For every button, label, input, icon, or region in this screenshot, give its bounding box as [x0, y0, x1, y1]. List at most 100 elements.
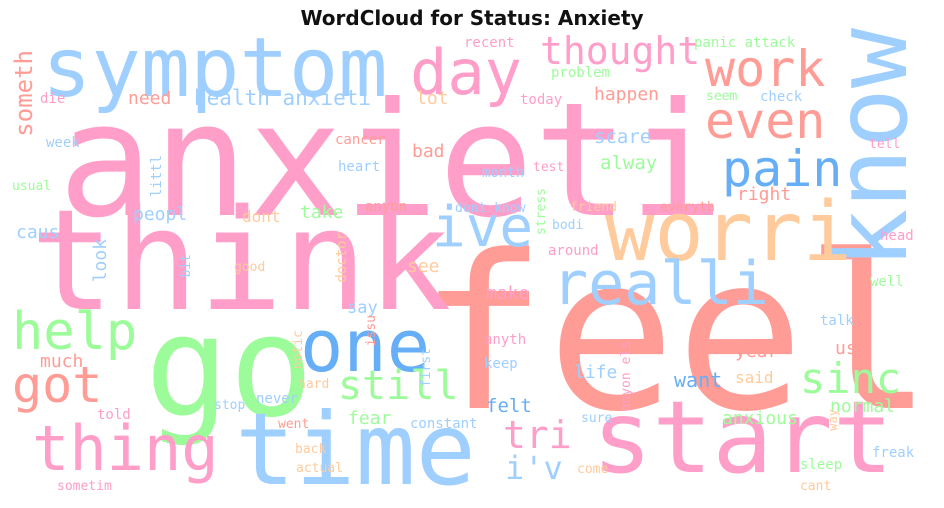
word-sometim: sometim [57, 479, 112, 494]
word-want: want [674, 368, 723, 392]
word-normal: normal [830, 396, 896, 417]
word-symptom: symptom [42, 21, 388, 116]
word-well: well [870, 274, 904, 290]
word-year: year [735, 341, 779, 362]
word-bit: bit [179, 254, 194, 278]
word-keep: keep [484, 356, 518, 372]
word-head: head [880, 228, 914, 244]
word-talk: talk [820, 313, 854, 329]
word-month: month [482, 165, 525, 181]
word-anyon: anyon [365, 199, 408, 215]
word-said: said [735, 368, 774, 387]
word-look: look [90, 239, 111, 283]
word-panic-attack: panic attack [694, 35, 796, 51]
word-good: good [234, 260, 266, 275]
word-went: went [278, 417, 310, 432]
word-sinc: sinc [800, 354, 902, 403]
word-stress: stress [534, 188, 549, 235]
word-health-anxieti: health anxieti [194, 86, 372, 110]
word-one: one [300, 304, 431, 388]
word-recent: recent [464, 35, 515, 51]
word-heart: heart [338, 159, 381, 175]
word-around: around [548, 243, 599, 259]
word-seem: seem [706, 89, 738, 104]
word-stop: stop [214, 398, 246, 413]
word-go: go [145, 286, 314, 449]
word-constant: constant [410, 416, 478, 432]
word-sure: sure [581, 411, 613, 426]
word-much: much [40, 351, 84, 372]
word-usual: usual [12, 179, 52, 194]
word-time: time [235, 391, 476, 508]
word-day: day [410, 36, 522, 109]
word-actual: actual [296, 461, 343, 476]
word-week: week [46, 135, 80, 151]
word-issu: issu [364, 315, 379, 347]
word-hard: hard [298, 377, 330, 392]
word-never: never [256, 391, 299, 407]
word-need: need [128, 88, 172, 109]
word-first: first [419, 348, 434, 388]
word-anyth: anyth [484, 332, 527, 348]
word-got: got [12, 356, 103, 414]
word-work: work [705, 40, 826, 98]
word-told: told [97, 407, 131, 423]
word-worri: worri [605, 185, 852, 280]
word-pain: pain [722, 140, 843, 198]
word-felt: felt [486, 395, 532, 417]
word-problem: problem [551, 65, 611, 81]
word-i-v: i'v [505, 449, 563, 487]
word-someth: someth [10, 50, 38, 137]
word-feel: feel [418, 210, 934, 459]
word-everyth: everyth [660, 200, 715, 215]
word-come: come [577, 462, 609, 477]
word-freak: freak [872, 445, 915, 461]
word-right: right [737, 184, 792, 205]
word-check: check [760, 89, 803, 105]
word-cant: cant [800, 479, 832, 494]
word-start: start [592, 379, 894, 496]
word-way: way [826, 409, 840, 431]
word-sleep: sleep [800, 457, 843, 473]
word-think: think [30, 180, 452, 343]
word-anxieti: anxieti [58, 69, 724, 253]
word-anyon-els: anyon els [619, 341, 634, 412]
word-tell: tell [869, 137, 901, 152]
word-thing: thing [32, 412, 219, 485]
word-see: see [407, 256, 440, 277]
word-cancer: cancer [335, 132, 386, 148]
word-say: say [347, 298, 378, 318]
word-scare: scare [594, 126, 652, 148]
word-bodi: bodi [552, 218, 584, 233]
word-littl: littl [149, 155, 165, 198]
word-die: die [40, 91, 66, 107]
word-help: help [12, 302, 138, 362]
word-happen: happen [594, 84, 660, 105]
word-take: take [300, 202, 344, 223]
word-alway: alway [600, 152, 658, 174]
figure-title: WordCloud for Status: Anxiety [300, 6, 644, 30]
word-back: back [295, 442, 327, 457]
word-fear: fear [348, 408, 392, 429]
word-ive: ive [432, 195, 534, 260]
word-thought: thought [540, 29, 701, 73]
word-use: use [835, 338, 868, 359]
word-dont: dont [242, 207, 281, 226]
word-still: still [338, 363, 459, 409]
word-friend: friend [570, 200, 617, 215]
word-dont-know: dont know [455, 201, 526, 216]
word-peopl: peopl [133, 204, 188, 225]
word-even: even [705, 92, 826, 150]
word-anxious: anxious [722, 408, 798, 429]
word-make: make [486, 283, 530, 304]
word-doctor: doctor [334, 232, 350, 283]
word-lot: lot [416, 88, 449, 109]
word-caus: caus [16, 222, 60, 243]
word-notic: notic [291, 330, 306, 370]
word-life: life [574, 362, 618, 383]
word-bad: bad [412, 141, 445, 162]
word-tri: tri [503, 413, 572, 457]
word-realli: realli [552, 249, 769, 319]
